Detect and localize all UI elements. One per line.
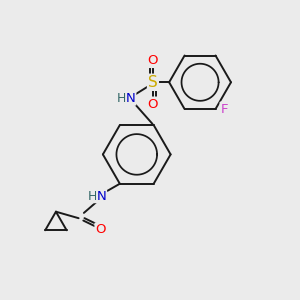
Text: N: N (126, 92, 136, 105)
Text: S: S (148, 75, 158, 90)
Text: O: O (148, 54, 158, 67)
Text: H: H (117, 92, 126, 105)
Text: N: N (97, 190, 106, 202)
Text: O: O (95, 224, 106, 236)
Text: F: F (220, 103, 228, 116)
Text: H: H (88, 190, 97, 202)
Text: O: O (148, 98, 158, 111)
